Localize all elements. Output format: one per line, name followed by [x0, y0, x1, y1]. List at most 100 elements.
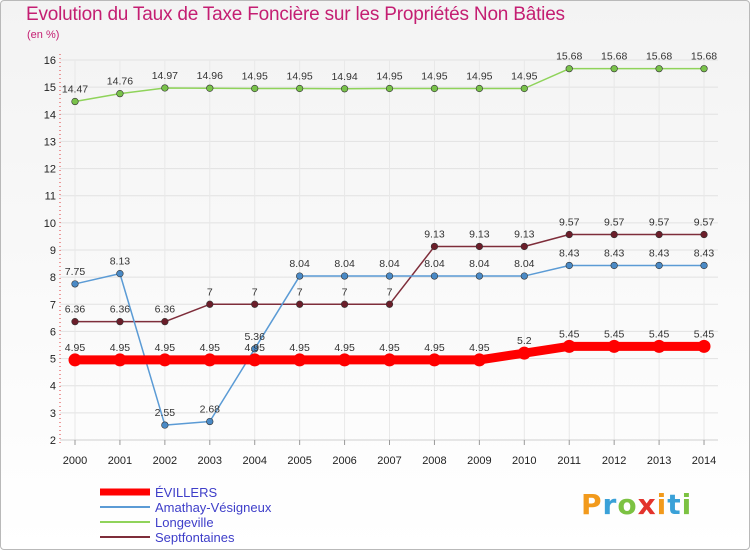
data-point [116, 270, 124, 278]
data-point [251, 84, 259, 93]
data-label: 7 [387, 286, 393, 298]
data-point [475, 242, 483, 251]
data-point [203, 353, 217, 367]
data-label: 2.55 [155, 407, 176, 419]
data-label: 7 [342, 286, 348, 298]
data-point [607, 339, 621, 353]
data-point [520, 84, 528, 93]
x-tick-label: 2013 [647, 455, 671, 467]
logo-letter: x [637, 488, 657, 521]
x-tick-label: 2003 [198, 455, 222, 467]
y-tick-label: 7 [50, 299, 56, 311]
y-unit-label: (en %) [27, 29, 60, 41]
data-label: 15.68 [601, 51, 627, 63]
data-point [161, 84, 169, 92]
y-tick-label: 10 [44, 218, 56, 230]
logo-letter: t [667, 488, 682, 521]
data-label: 4.95 [289, 342, 310, 354]
x-tick-label: 2009 [467, 455, 491, 467]
x-tick-label: 2011 [557, 455, 581, 467]
data-point [71, 280, 79, 288]
logo-letter: i [681, 488, 693, 521]
data-label: 15.68 [646, 51, 672, 63]
data-point [520, 272, 528, 280]
data-point [161, 421, 169, 429]
x-tick-label: 2000 [63, 455, 87, 467]
data-label: 14.76 [107, 76, 133, 88]
data-label: 4.95 [155, 342, 176, 354]
data-point [385, 84, 394, 93]
data-point [161, 318, 169, 326]
data-label: 8.04 [379, 258, 400, 270]
data-label: 9.57 [604, 217, 625, 229]
data-label: 8.04 [289, 258, 310, 270]
data-point [700, 261, 708, 270]
proxiti-logo: Proxiti [581, 488, 692, 521]
data-point [475, 84, 483, 93]
data-point [655, 261, 663, 270]
data-label: 6.36 [155, 304, 176, 316]
y-tick-label: 15 [44, 82, 56, 94]
x-tick-label: 2001 [108, 455, 132, 467]
data-label: 14.97 [152, 70, 178, 82]
data-point [113, 353, 127, 367]
data-point [206, 84, 214, 92]
data-point [340, 85, 349, 93]
data-label: 7 [297, 286, 303, 298]
data-label: 8.04 [469, 258, 490, 270]
data-label: 4.95 [65, 342, 86, 354]
data-label: 9.57 [649, 217, 670, 229]
data-point [383, 353, 397, 367]
data-label: 8.04 [424, 258, 445, 270]
data-point [472, 353, 486, 367]
data-point [655, 65, 663, 73]
data-point [116, 90, 124, 98]
data-point [652, 339, 666, 353]
data-point [610, 230, 618, 239]
data-label: 14.95 [242, 71, 268, 83]
y-tick-label: 5 [50, 354, 56, 366]
data-point [340, 300, 349, 308]
data-point [296, 84, 304, 93]
data-point [206, 417, 214, 426]
legend-label: Septfontaines [155, 530, 235, 545]
data-label: 4.95 [245, 342, 266, 354]
data-label: 14.95 [287, 71, 313, 83]
data-point [565, 261, 573, 270]
x-tick-label: 2014 [692, 455, 716, 467]
data-label: 7 [252, 286, 258, 298]
data-point [251, 345, 259, 353]
x-tick-label: 2002 [153, 455, 177, 467]
data-label: 14.95 [466, 71, 492, 83]
data-label: 5.45 [649, 328, 670, 340]
data-point [430, 272, 439, 280]
x-tick-label: 2010 [512, 455, 536, 467]
data-label: 9.13 [469, 228, 490, 240]
data-label: 8.04 [514, 258, 535, 270]
logo-letter: r [602, 488, 618, 521]
data-label: 2.68 [200, 404, 221, 416]
y-tick-label: 2 [50, 435, 56, 447]
data-point [562, 339, 576, 353]
data-label: 5.45 [559, 328, 580, 340]
data-point [430, 242, 439, 251]
data-point [71, 318, 79, 326]
data-point [158, 353, 172, 367]
data-label: 5.36 [245, 331, 266, 343]
x-tick-label: 2005 [287, 455, 311, 467]
data-label: 7 [207, 286, 213, 298]
data-point [697, 339, 711, 353]
data-point [565, 230, 573, 239]
legend-label: Amathay-Vésigneux [155, 500, 272, 515]
y-tick-label: 12 [44, 164, 56, 176]
data-label: 9.57 [559, 217, 580, 229]
data-point [655, 230, 663, 239]
y-tick-label: 8 [50, 272, 56, 284]
data-label: 8.43 [604, 247, 625, 259]
data-point [338, 353, 352, 367]
data-point [293, 353, 307, 367]
data-point [385, 272, 394, 280]
legend-label: ÉVILLERS [155, 485, 217, 500]
data-label: 8.43 [649, 247, 670, 259]
